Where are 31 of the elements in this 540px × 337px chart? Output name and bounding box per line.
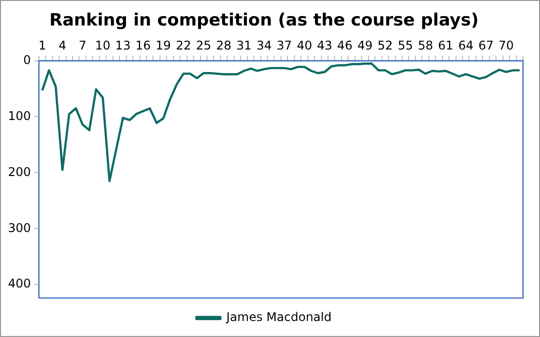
x-tick-label: 13	[115, 38, 131, 53]
x-tick-label: 70	[498, 38, 514, 53]
x-tick-label: 25	[196, 38, 212, 53]
x-tick-label: 10	[95, 38, 110, 53]
x-tick-label: 4	[58, 38, 66, 53]
x-tick-label: 31	[236, 38, 252, 53]
x-tick-label: 19	[156, 38, 171, 53]
legend-label: James Macdonald	[225, 310, 332, 324]
x-tick-label: 28	[216, 38, 232, 53]
y-tick-label: 400	[8, 276, 31, 291]
y-tick-label: 200	[8, 164, 31, 179]
chart-title: Ranking in competition (as the course plays)	[49, 10, 479, 31]
x-tick-label: 43	[317, 38, 332, 53]
x-tick-label: 40	[296, 38, 312, 53]
y-tick-label: 100	[8, 108, 31, 123]
x-tick-label: 64	[458, 38, 474, 53]
x-tick-label: 52	[378, 38, 393, 53]
x-tick-label: 46	[337, 38, 352, 53]
y-tick-label: 300	[8, 220, 31, 235]
x-tick-label: 22	[176, 38, 192, 53]
y-tick-label: 0	[23, 52, 31, 67]
x-tick-label: 7	[78, 38, 86, 53]
x-tick-label: 49	[357, 38, 373, 53]
x-tick-label: 61	[438, 38, 454, 53]
x-tick-label: 55	[398, 38, 413, 53]
x-tick-label: 34	[256, 38, 272, 53]
x-tick-label: 1	[38, 38, 46, 53]
x-tick-label: 37	[276, 38, 292, 53]
x-tick-label: 16	[135, 38, 151, 53]
x-tick-label: 67	[478, 38, 494, 53]
x-tick-label: 58	[418, 38, 434, 53]
